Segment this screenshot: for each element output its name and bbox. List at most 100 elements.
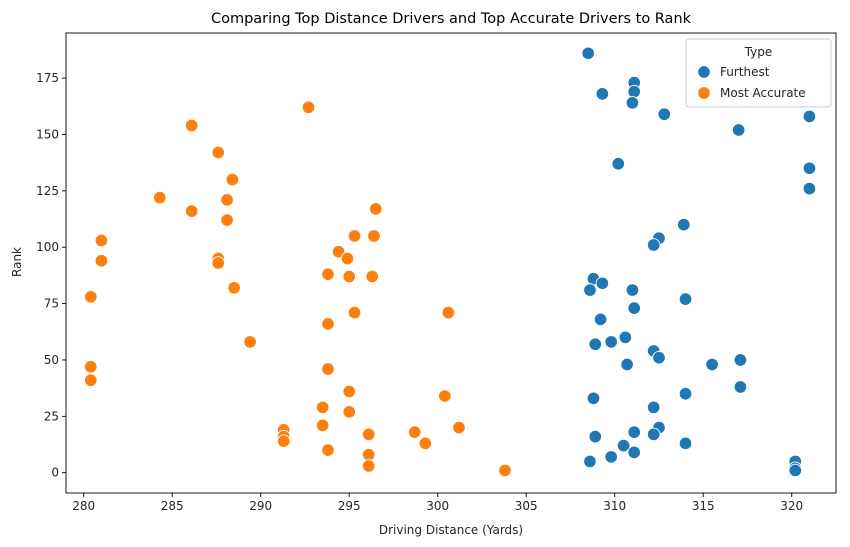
data-point <box>347 305 362 320</box>
data-point <box>301 100 316 115</box>
data-point <box>731 123 746 137</box>
data-point <box>211 145 225 160</box>
data-point <box>646 400 661 415</box>
data-point <box>184 204 199 218</box>
data-point <box>220 193 234 207</box>
data-point <box>802 161 817 176</box>
legend-label: Most Accurate <box>720 86 806 100</box>
data-point <box>418 436 433 451</box>
y-tick-label: 25 <box>44 409 59 423</box>
data-point <box>94 233 109 248</box>
data-point <box>627 84 641 99</box>
data-point <box>211 256 225 270</box>
data-point <box>441 305 456 320</box>
data-point <box>407 425 422 439</box>
data-point <box>678 292 693 306</box>
data-point <box>646 427 661 442</box>
data-point <box>595 87 610 101</box>
data-point <box>595 276 610 291</box>
data-point <box>498 463 512 478</box>
data-point <box>733 380 748 394</box>
data-point <box>84 290 98 304</box>
data-point <box>604 335 618 349</box>
y-tick-label: 50 <box>44 353 59 367</box>
chart-title: Comparing Top Distance Drivers and Top A… <box>211 11 692 27</box>
data-point <box>625 96 640 110</box>
data-point <box>243 335 257 349</box>
data-point <box>365 269 379 284</box>
x-tick-label: 290 <box>249 499 272 513</box>
data-point <box>586 391 601 406</box>
legend-marker <box>697 65 711 79</box>
data-point <box>184 118 199 133</box>
x-tick-label: 320 <box>780 499 803 513</box>
data-point <box>361 447 376 462</box>
series-most-accurate <box>84 100 512 478</box>
y-tick-label: 0 <box>51 466 59 480</box>
data-point <box>705 357 719 372</box>
x-tick-label: 305 <box>515 499 538 513</box>
x-tick-label: 315 <box>692 499 715 513</box>
data-point <box>620 357 634 372</box>
axes-frame <box>65 32 837 494</box>
data-point <box>342 269 356 284</box>
data-point <box>84 359 98 374</box>
data-point <box>652 350 666 365</box>
data-point <box>678 436 693 451</box>
y-tick-label: 125 <box>36 184 59 198</box>
data-point <box>153 190 167 205</box>
data-point <box>625 283 640 297</box>
legend-title: Type <box>744 45 773 59</box>
data-point <box>342 405 356 419</box>
series-furthest <box>581 46 817 478</box>
x-tick-label: 285 <box>161 499 184 513</box>
data-point <box>315 418 330 433</box>
data-point <box>627 301 641 315</box>
data-point <box>583 454 597 469</box>
y-tick-label: 150 <box>36 127 59 141</box>
data-point <box>627 445 641 460</box>
plot-area: 280 285 290 295 300 305 310 315 320 0 25 50 75 100 125… <box>36 32 837 513</box>
data-point <box>321 443 335 457</box>
y-axis-label: Rank <box>10 247 24 277</box>
x-tick-label: 295 <box>338 499 361 513</box>
legend-box <box>685 38 832 108</box>
x-tick-label: 300 <box>426 499 449 513</box>
data-point <box>657 107 672 121</box>
data-point <box>452 420 466 435</box>
data-point <box>604 450 618 464</box>
legend: Type Furthest Most Accurate <box>685 38 832 108</box>
data-point <box>618 330 633 345</box>
data-point <box>802 109 817 124</box>
data-point <box>438 389 452 403</box>
y-tick-label: 175 <box>36 71 59 85</box>
data-point <box>315 400 330 415</box>
y-tick-label: 100 <box>36 240 59 254</box>
data-point <box>677 217 691 232</box>
data-point <box>678 387 693 401</box>
data-point <box>225 172 240 187</box>
data-point <box>802 181 817 196</box>
data-point <box>788 463 803 478</box>
data-point <box>593 312 608 327</box>
legend-marker <box>697 86 711 100</box>
data-point <box>321 317 335 331</box>
data-point <box>342 384 356 399</box>
x-tick-label: 280 <box>72 499 95 513</box>
data-point <box>227 281 241 295</box>
data-point <box>276 434 291 448</box>
data-point <box>627 425 641 439</box>
data-point <box>321 267 335 282</box>
data-point <box>367 229 381 243</box>
data-point <box>94 253 109 268</box>
y-tick-label: 75 <box>44 297 59 311</box>
data-point <box>646 238 661 252</box>
x-axis-label: Driving Distance (Yards) <box>379 523 523 537</box>
data-point <box>321 362 335 376</box>
data-point <box>588 429 603 444</box>
data-point <box>616 438 631 453</box>
data-point <box>347 229 362 243</box>
data-point <box>583 283 597 297</box>
data-point <box>588 337 603 351</box>
